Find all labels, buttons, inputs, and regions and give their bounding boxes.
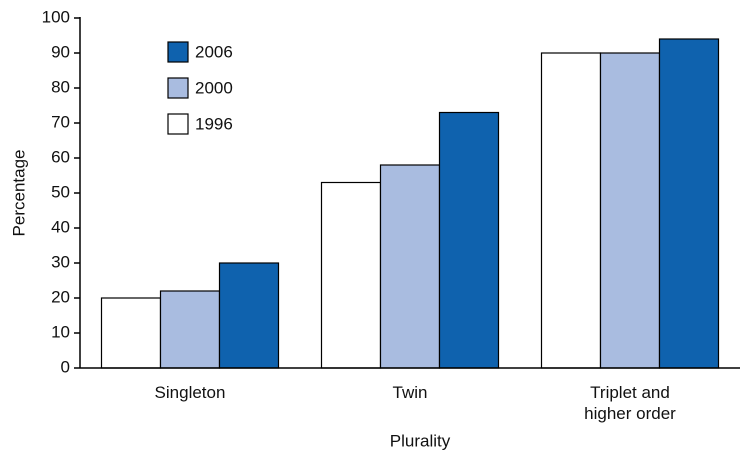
x-axis-label: Plurality (390, 431, 451, 450)
y-axis-label: Percentage (9, 150, 28, 237)
y-tick-label: 0 (61, 357, 70, 376)
legend-label: 2006 (195, 42, 233, 61)
bar (599, 52, 661, 369)
legend-label: 2000 (195, 78, 233, 97)
bar (100, 297, 162, 369)
legend-label: 1996 (195, 114, 233, 133)
legend-swatch (167, 41, 189, 63)
bar (540, 52, 602, 369)
y-tick-label: 80 (51, 77, 70, 96)
legend-swatch (167, 77, 189, 99)
y-tick-label: 100 (42, 7, 70, 26)
y-tick-label: 40 (51, 217, 70, 236)
bar (379, 164, 441, 369)
bar (320, 181, 382, 369)
y-tick-label: 90 (51, 42, 70, 61)
legend-swatch (167, 113, 189, 135)
y-tick-label: 30 (51, 252, 70, 271)
x-tick-label: Triplet and higher order (584, 383, 676, 423)
bar (218, 262, 280, 369)
y-tick-label: 60 (51, 147, 70, 166)
y-tick-label: 50 (51, 182, 70, 201)
y-tick-label: 10 (51, 322, 70, 341)
bar (159, 290, 221, 369)
x-tick-label: Singleton (154, 383, 226, 402)
y-tick-label: 20 (51, 287, 70, 306)
bar (438, 111, 500, 369)
x-tick-label: Twin (392, 383, 428, 402)
y-tick-label: 70 (51, 112, 70, 131)
bar (658, 38, 720, 369)
